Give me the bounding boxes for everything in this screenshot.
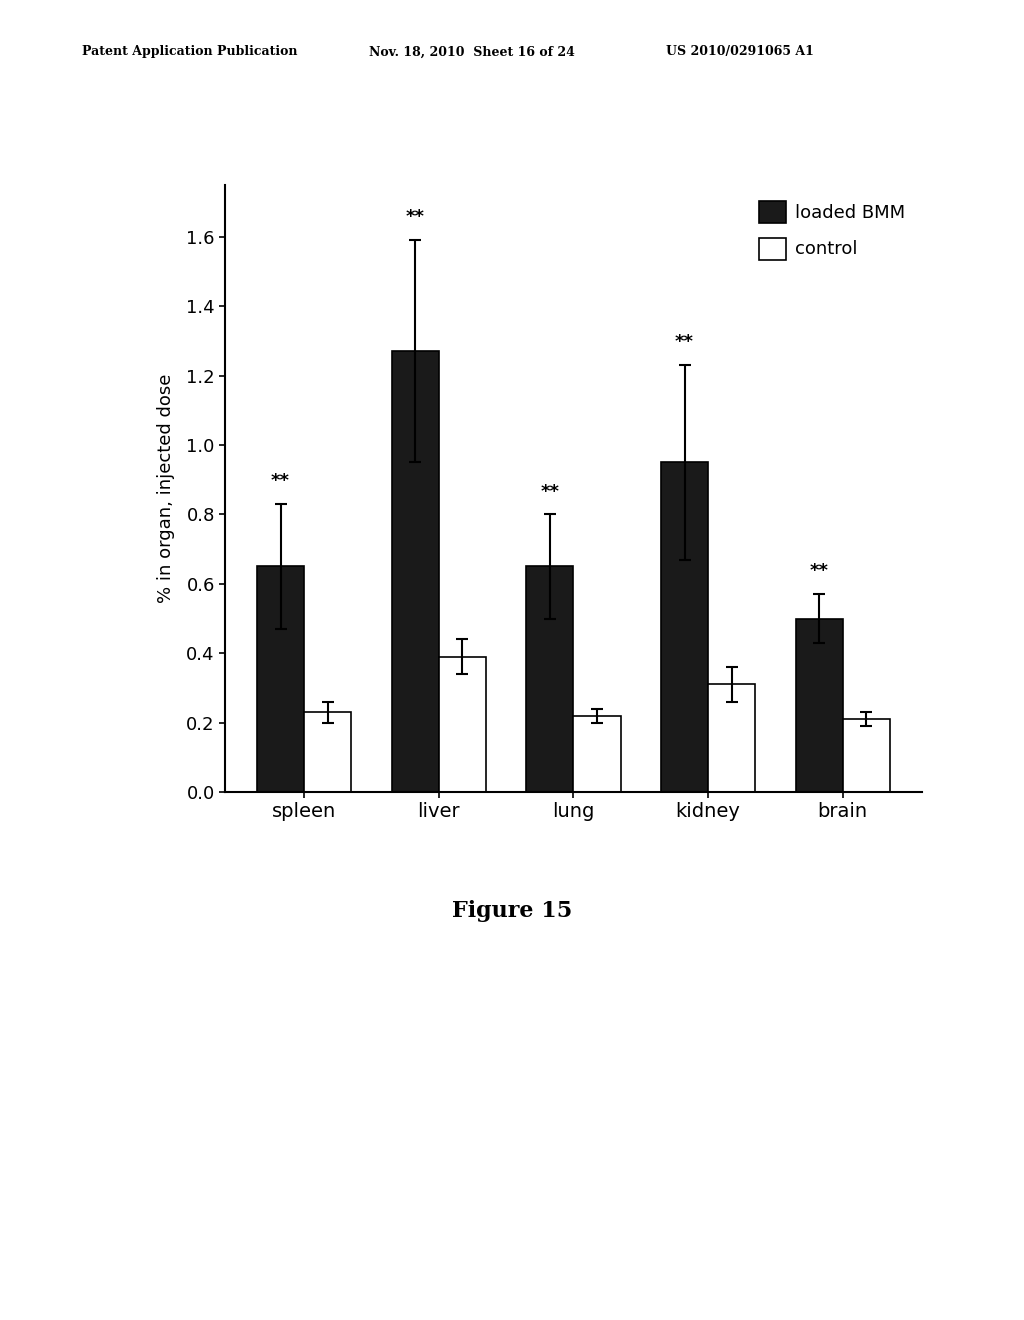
- Text: Nov. 18, 2010  Sheet 16 of 24: Nov. 18, 2010 Sheet 16 of 24: [369, 45, 574, 58]
- Bar: [660, 462, 709, 792]
- Text: **: **: [810, 562, 828, 581]
- Bar: [843, 719, 890, 792]
- Bar: [391, 351, 438, 792]
- Text: Patent Application Publication: Patent Application Publication: [82, 45, 297, 58]
- Bar: [304, 713, 351, 792]
- Legend: loaded BMM, control: loaded BMM, control: [752, 194, 912, 267]
- Bar: [573, 715, 621, 792]
- Text: **: **: [541, 483, 559, 500]
- Bar: [438, 656, 486, 792]
- Bar: [257, 566, 304, 792]
- Text: Figure 15: Figure 15: [452, 900, 572, 923]
- Y-axis label: % in organ, injected dose: % in organ, injected dose: [157, 374, 175, 603]
- Bar: [709, 685, 756, 792]
- Text: **: **: [675, 334, 694, 351]
- Bar: [526, 566, 573, 792]
- Text: **: **: [271, 473, 290, 490]
- Bar: [796, 619, 843, 792]
- Text: **: **: [406, 209, 425, 227]
- Text: US 2010/0291065 A1: US 2010/0291065 A1: [666, 45, 813, 58]
